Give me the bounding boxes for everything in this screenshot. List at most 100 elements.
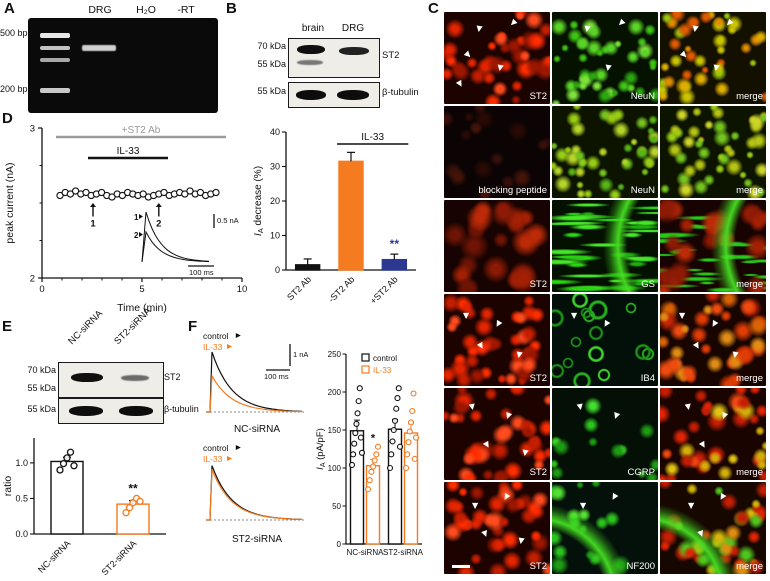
svg-text:0: 0 (337, 540, 342, 549)
channel-label: GS (641, 279, 655, 290)
st2-band-sirna (121, 375, 149, 381)
micrograph-neun-row2: NeuN (552, 106, 658, 198)
svg-text:peak current (nA): peak current (nA) (4, 162, 16, 243)
svg-text:ST2-siRNA: ST2-siRNA (383, 548, 424, 557)
micrograph-st2-row5: ▶ ▶ ▶ ▶ ST2 (444, 388, 550, 480)
channel-label: NeuN (630, 91, 655, 102)
gel-marker-500bp: 500 bp (0, 28, 28, 38)
channel-label: ST2 (529, 561, 547, 572)
micrograph-merge-row4: ▶ ▶ ▶ ▶ merge (660, 294, 766, 386)
svg-text:0: 0 (39, 284, 44, 295)
channel-label: NeuN (630, 185, 655, 196)
channel-label: merge (736, 279, 763, 290)
arrowhead-icon: ▶ (468, 402, 478, 411)
sirna-marker-55b: 55 kDa (27, 404, 56, 414)
arrowhead-icon: ▶ (570, 313, 580, 320)
svg-text:250: 250 (328, 350, 342, 359)
svg-text:control: control (203, 331, 229, 341)
trace-group-label-nc: NC-siRNA (233, 424, 281, 435)
arrowhead-icon: ▶ (684, 402, 694, 411)
channel-label: merge (736, 467, 763, 478)
svg-text:IL-33: IL-33 (203, 454, 223, 464)
svg-text:30: 30 (270, 162, 280, 172)
arrowhead-icon: ▶ (730, 351, 741, 359)
sirna-st2-blot (58, 362, 164, 398)
arrowhead-icon: ▶ (470, 503, 480, 510)
panel-c-label: C (428, 0, 439, 17)
svg-text:1 nA: 1 nA (293, 350, 308, 359)
arrowhead-icon: ▶ (516, 537, 527, 546)
ia-decrease-chart: 0 10 20 30 40 IA decrease (%) ST2 Ab -ST2 Ab ** +… (252, 114, 422, 320)
arrowhead-icon: ▶ (576, 402, 586, 411)
blot-marker-55b: 55 kDa (257, 86, 286, 96)
sirna-tubulin-blot (58, 398, 164, 424)
sirna-st2-band-label: ST2 (164, 372, 181, 382)
svg-text:+ST2 Ab: +ST2 Ab (368, 274, 400, 306)
sirna-marker-70: 70 kDa (27, 365, 56, 375)
arrowhead-icon: ▶ (678, 313, 688, 320)
arrowhead-icon: ▶ (582, 25, 593, 33)
micrograph-st2-row6: ▶ ▶ ▶ ▶ ST2 (444, 482, 550, 574)
svg-text:ratio: ratio (2, 476, 14, 497)
micrograph-neun-row1: ▶ ▶ ▶ NeuN (552, 12, 658, 104)
arrowhead-icon: ▶ (474, 25, 485, 33)
svg-text:0: 0 (275, 265, 280, 275)
arrowhead-icon: ▶ (708, 319, 720, 329)
tubulin-band-brain (296, 90, 326, 100)
arrowhead-icon: ▶ (696, 529, 707, 539)
channel-label: ST2 (529, 91, 547, 102)
arrowhead-icon: ▶ (611, 411, 623, 421)
svg-text:1.0: 1.0 (15, 458, 28, 468)
channel-label: CGRP (627, 467, 655, 478)
svg-text:20: 20 (270, 196, 280, 206)
micrograph-merge-row5: ▶ ▶ ▶ merge (660, 388, 766, 480)
micrograph-cgrp-row5: ▶ ▶ CGRP (552, 388, 658, 480)
ladder-band (40, 46, 70, 50)
tubulin-band-label: β-tubulin (382, 87, 419, 98)
svg-text:50: 50 (332, 502, 341, 511)
st2-band-label: ST2 (382, 50, 400, 61)
current-traces-nc: control IL-33 1 nA 100 ms (200, 330, 314, 424)
scale-bar (452, 565, 470, 568)
svg-text:ST2-siRNA: ST2-siRNA (100, 538, 139, 577)
svg-text:IL-33: IL-33 (117, 146, 140, 157)
arrowhead-icon: ▶ (578, 503, 588, 510)
arrowhead-icon: ▶ (719, 411, 731, 421)
arrowhead-icon: ▶ (521, 448, 531, 457)
arrowhead-icon: ▶ (480, 529, 491, 539)
sirna-marker-55a: 55 kDa (27, 383, 56, 393)
svg-text:150: 150 (328, 426, 342, 435)
micrograph-gs-row3: GS (552, 200, 658, 292)
arrowhead-icon: ▶ (686, 503, 696, 510)
svg-text:NC-siRNA: NC-siRNA (36, 538, 72, 574)
svg-text:IA (pA/pF): IA (pA/pF) (315, 428, 327, 470)
micrograph-st2-row1: ▶ ▶ ▶ ▶ ▶ ST2 (444, 12, 550, 104)
arrowhead-icon: ▶ (615, 18, 627, 30)
arrowhead-icon: ▶ (711, 63, 722, 72)
svg-text:-ST2 Ab: -ST2 Ab (326, 274, 356, 304)
micrograph-st2-row4: ▶ ▶ ▶ ▶ ST2 (444, 294, 550, 386)
blot-lane-label-brain: brain (301, 23, 325, 34)
svg-text:1: 1 (90, 219, 96, 230)
arrowhead-icon: ▶ (475, 340, 487, 351)
arrowhead-icon: ▶ (454, 78, 466, 89)
svg-text:200: 200 (328, 388, 342, 397)
micrograph-merge-row1: ▶ ▶ ▶ ▶ merge (660, 12, 766, 104)
micrograph-nf200-row6: ▶ ▶ NF200 (552, 482, 658, 574)
svg-text:*: * (371, 433, 376, 445)
channel-label: blocking peptide (478, 185, 547, 196)
arrowhead-icon: ▶ (463, 48, 474, 60)
channel-label: IB4 (640, 373, 655, 384)
arrowhead-icon: ▶ (717, 492, 729, 503)
micrograph-merge-row6: ▶ ▶ ▶ merge (660, 482, 766, 574)
st2-blot (288, 38, 380, 78)
tubulin-blot (288, 82, 380, 108)
blot-marker-55a: 55 kDa (257, 59, 286, 69)
drg-pcr-band (82, 45, 116, 51)
svg-text:1: 1 (134, 213, 139, 222)
st2-band-nc (71, 373, 103, 382)
svg-text:**: ** (128, 481, 138, 495)
svg-text:5: 5 (139, 284, 144, 295)
arrowhead-icon: ▶ (501, 492, 513, 503)
